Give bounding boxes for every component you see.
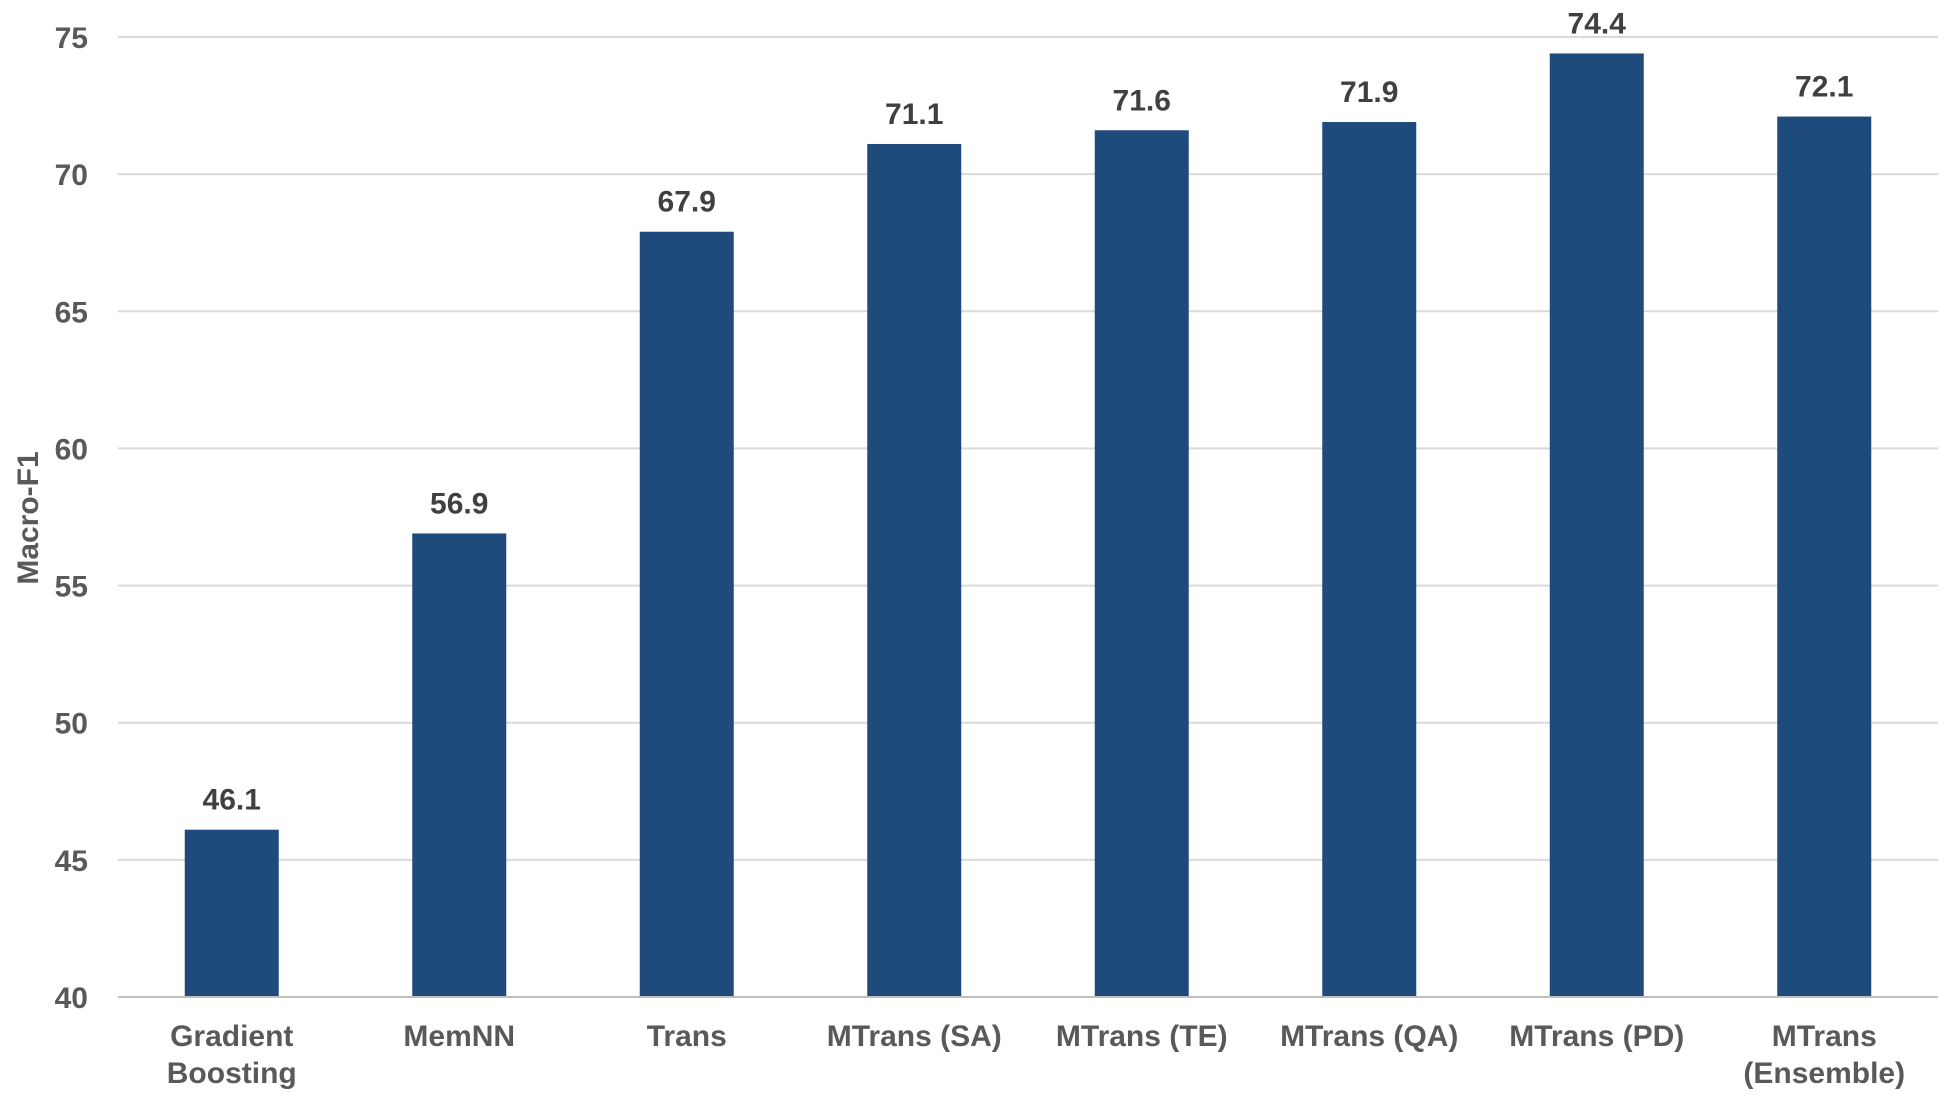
category-label: Gradient Boosting [167,1020,297,1090]
bar [1322,122,1417,998]
category-labels: Gradient Boosting MemNN Trans MTrans (SA) MTr… [167,1020,1905,1090]
y-tick-label: 55 [55,571,88,604]
category-label-line: MTrans (QA) [1280,1020,1458,1053]
y-tick-label: 45 [55,845,88,878]
category-label-line: MTrans (SA) [827,1020,1002,1053]
category-label-line: Trans [647,1020,727,1053]
data-label: 71.1 [885,98,943,131]
data-label: 67.9 [658,186,716,219]
y-tick-label: 70 [55,159,88,192]
category-label: MTrans (QA) [1280,1020,1458,1053]
bar [867,143,962,997]
bars [184,53,1872,998]
data-label: 71.6 [1113,84,1171,117]
y-tick-label: 75 [55,22,88,55]
bar [1094,130,1189,997]
data-label: 71.9 [1340,76,1398,109]
y-tick-label: 60 [55,433,88,466]
y-tick-label: 50 [55,708,88,741]
gridlines [118,36,1938,861]
bar [184,829,279,997]
category-label: MTrans (TE) [1056,1020,1228,1053]
category-label: MTrans (SA) [827,1020,1002,1053]
data-label: 46.1 [203,784,261,817]
category-label-line: MTrans (PD) [1509,1020,1684,1053]
data-label: 56.9 [430,487,488,520]
category-label-line: MemNN [403,1020,515,1053]
y-tick-labels: 40 45 50 55 60 65 70 75 [55,22,88,1015]
category-label-line: (Ensemble) [1743,1057,1905,1090]
y-tick-label: 65 [55,296,88,329]
y-tick-label: 40 [55,982,88,1015]
category-label: MTrans (PD) [1509,1020,1684,1053]
category-label-line: Gradient [170,1020,293,1053]
bar [412,533,507,997]
category-label: Trans [647,1020,727,1053]
category-label-line: MTrans [1772,1020,1877,1053]
y-axis-title: Macro-F1 [12,451,45,584]
data-label: 74.4 [1568,7,1627,40]
data-labels: 46.1 56.9 67.9 71.1 71.6 71.9 74.4 72.1 [203,7,1854,816]
category-label: MTrans (Ensemble) [1743,1020,1905,1090]
category-label: MemNN [403,1020,515,1053]
data-label: 72.1 [1795,71,1853,104]
category-label-line: Boosting [167,1057,297,1090]
category-label-line: MTrans (TE) [1056,1020,1228,1053]
bar [1777,116,1872,998]
bar [639,231,734,997]
bar [1549,53,1644,997]
